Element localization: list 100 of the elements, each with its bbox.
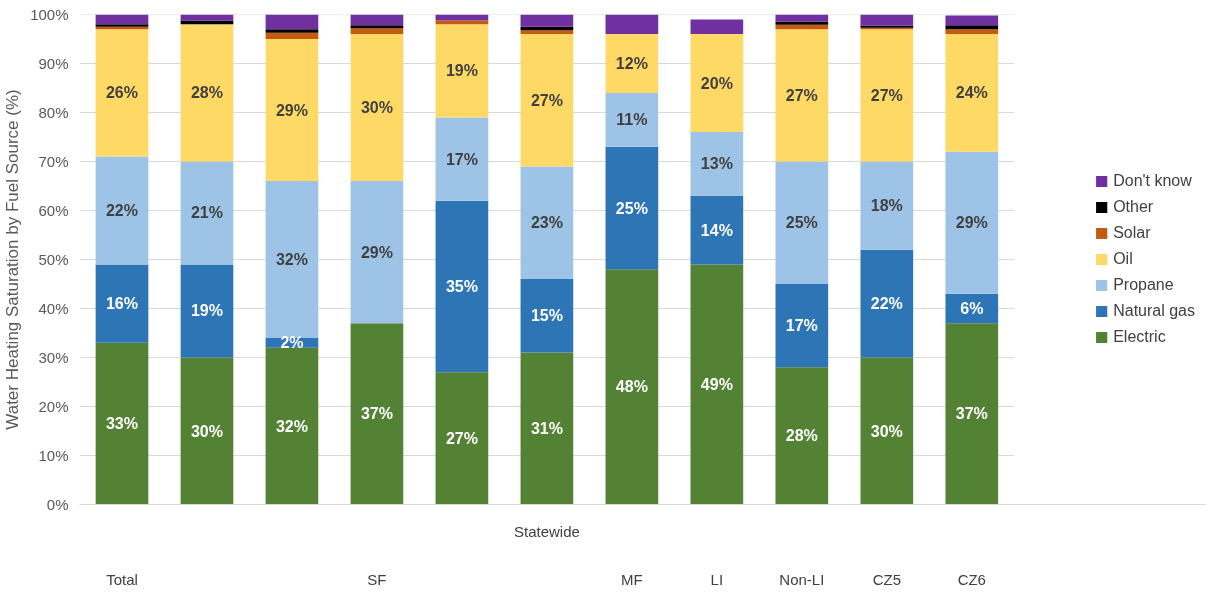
bar — [860, 14, 914, 26]
legend-label: Electric — [1113, 328, 1166, 346]
legend-label: Solar — [1113, 224, 1151, 242]
data-label: 21% — [190, 204, 223, 222]
bar — [435, 24, 489, 118]
x-tick-label: MF — [621, 570, 643, 588]
bar — [690, 19, 744, 35]
y-tick-label: 50% — [38, 251, 69, 268]
x-tick-label: LI — [710, 570, 724, 588]
data-label: 11% — [616, 111, 648, 129]
bar — [180, 264, 234, 358]
bar — [605, 92, 659, 147]
x-tick-label: Statewide — [513, 522, 580, 540]
data-label: 30% — [870, 422, 903, 440]
legend-label: Oil — [1113, 250, 1134, 268]
data-label: 32% — [275, 417, 308, 435]
bar — [775, 21, 829, 25]
data-label: 22% — [105, 202, 139, 219]
bar — [180, 161, 234, 265]
bar — [860, 161, 914, 250]
bar — [605, 146, 659, 270]
bar — [95, 29, 149, 157]
y-tick-label: 60% — [38, 202, 69, 219]
x-tick-label: CZ6 — [957, 570, 986, 588]
bar — [605, 269, 659, 505]
data-label: 32% — [275, 251, 308, 268]
bar — [775, 367, 829, 505]
legend-label: Other — [1113, 198, 1154, 216]
data-label: 27% — [785, 86, 818, 104]
bar — [265, 32, 319, 39]
data-label: 22% — [870, 295, 903, 313]
bar — [860, 249, 914, 358]
bar — [775, 24, 829, 30]
bar — [945, 29, 999, 35]
data-label: 26% — [105, 84, 139, 102]
data-label: 37% — [360, 405, 393, 423]
bar — [520, 279, 574, 353]
bar — [350, 25, 404, 29]
data-label: 33% — [105, 415, 139, 433]
bar — [860, 357, 914, 505]
bar — [775, 14, 829, 22]
data-label: 13% — [700, 155, 733, 173]
bar — [775, 284, 829, 368]
x-tick-label: Non-LI — [779, 570, 825, 588]
y-tick-label: 0% — [46, 496, 69, 513]
bar — [350, 28, 404, 35]
data-label: 24% — [955, 84, 988, 102]
bar — [775, 161, 829, 284]
bar — [265, 14, 319, 30]
data-label: 49% — [700, 375, 733, 393]
bar — [605, 14, 659, 35]
bar — [945, 323, 999, 505]
bar — [945, 34, 999, 152]
y-tick-label: 20% — [38, 398, 69, 415]
bar — [435, 372, 489, 505]
bar — [520, 30, 574, 35]
data-label: 17% — [445, 150, 478, 168]
y-tick-label: 70% — [38, 153, 69, 170]
bar — [350, 323, 404, 505]
y-axis-title: Water Heating Saturation by Fuel Source (%) — [3, 89, 23, 430]
bar — [775, 29, 829, 162]
bar — [435, 117, 489, 201]
bar — [180, 20, 234, 25]
data-label: 28% — [190, 84, 223, 102]
bar — [265, 347, 319, 505]
bar — [350, 34, 404, 182]
y-tick-label: 30% — [38, 349, 69, 366]
data-label: 16% — [105, 295, 139, 313]
data-label: 31% — [530, 420, 563, 438]
data-label: 19% — [445, 62, 478, 80]
data-label: 20% — [700, 74, 733, 92]
legend-label: Natural gas — [1113, 302, 1195, 320]
data-label: 2% — [280, 334, 304, 352]
bar — [945, 15, 999, 26]
data-label: 48% — [615, 378, 648, 396]
bar — [690, 195, 744, 265]
x-tick-label: CZ5 — [872, 570, 901, 588]
bar — [690, 264, 744, 505]
data-label: 29% — [275, 101, 308, 119]
bar — [945, 25, 999, 30]
bar — [95, 14, 149, 25]
data-label: 35% — [445, 277, 478, 295]
data-label: 17% — [785, 317, 818, 335]
data-label: 19% — [190, 302, 223, 320]
data-label: 18% — [870, 197, 903, 215]
y-tick-label: 10% — [38, 447, 69, 464]
y-tick-label: 40% — [38, 300, 69, 317]
text: SF — [367, 570, 387, 588]
bar — [690, 132, 744, 196]
bar — [520, 352, 574, 505]
bar — [350, 14, 404, 26]
data-label: 29% — [955, 214, 988, 232]
x-tick-label: Total — [106, 570, 138, 588]
bar — [435, 20, 489, 25]
bar — [180, 24, 234, 162]
y-tick-label: 80% — [38, 104, 69, 121]
data-label: 23% — [530, 214, 563, 232]
bar — [265, 29, 319, 33]
data-label: 28% — [785, 427, 818, 445]
bar — [95, 156, 149, 265]
